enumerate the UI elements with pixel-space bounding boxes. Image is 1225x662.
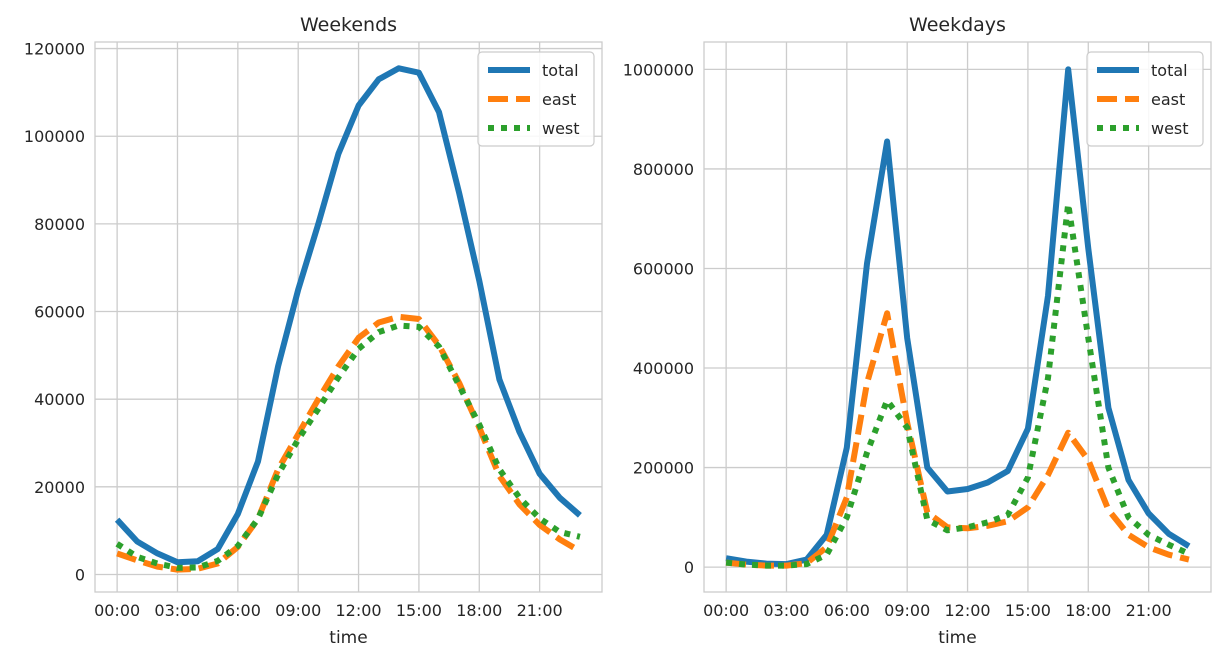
weekends-series-total-line — [114, 65, 582, 566]
weekdays-y-tick-label: 800000 — [633, 160, 694, 179]
weekends-legend-box — [477, 51, 595, 147]
weekends-series-east-line — [116, 313, 582, 573]
weekdays-series-east-line — [725, 310, 1190, 569]
weekdays-legend: total east west — [1086, 51, 1204, 147]
weekends-y-tick-label: 120000 — [24, 40, 85, 59]
weekdays-y-tick-label: 600000 — [633, 259, 694, 278]
weekends-legend-label-total: total — [542, 61, 579, 80]
weekdays-x-tick-label: 18:00 — [1065, 601, 1111, 620]
weekends-x-tick-label: 03:00 — [154, 601, 200, 620]
weekdays-chart-title: Weekdays — [909, 14, 1006, 36]
weekdays-x-axis-label: time — [938, 628, 976, 648]
weekends-x-tick-label: 21:00 — [517, 601, 563, 620]
weekends-axes-frame — [94, 41, 603, 593]
weekends-x-tick-label: 18:00 — [456, 601, 502, 620]
weekdays-x-tick-label: 00:00 — [703, 601, 749, 620]
weekends-legend: total east west — [477, 51, 595, 147]
weekdays-legend-label-west: west — [1151, 119, 1189, 138]
weekdays-y-tick-label: 1000000 — [623, 60, 694, 79]
weekdays-x-tick-label: 12:00 — [945, 601, 991, 620]
weekdays-y-tick-label: 200000 — [633, 459, 694, 478]
weekends-y-tick-label: 0 — [75, 565, 85, 584]
weekdays-x-tick-label: 03:00 — [763, 601, 809, 620]
weekends-y-tick-label: 20000 — [34, 478, 85, 497]
weekdays-y-tick-label: 400000 — [633, 359, 694, 378]
weekdays-x-tick-label: 09:00 — [884, 601, 930, 620]
weekends-panel: 00:00 03:00 06:00 09:00 12:00 15:00 18:00 21:00… — [24, 14, 603, 648]
weekends-legend-label-east: east — [542, 90, 576, 109]
weekdays-x-tick-label: 15:00 — [1005, 601, 1051, 620]
weekends-x-tick-label: 09:00 — [275, 601, 321, 620]
weekends-y-tick-label: 100000 — [24, 127, 85, 146]
weekdays-axes-frame — [703, 41, 1212, 593]
weekdays-series-total-line — [725, 66, 1191, 568]
weekends-x-tick-label: 12:00 — [336, 601, 382, 620]
weekends-y-tick-label: 80000 — [34, 215, 85, 234]
weekdays-series-west-line — [725, 200, 1191, 569]
weekends-x-tick-label: 00:00 — [94, 601, 140, 620]
weekends-x-tick-label: 15:00 — [396, 601, 442, 620]
weekdays-y-tick-label: 0 — [684, 558, 694, 577]
weekdays-legend-label-east: east — [1151, 90, 1185, 109]
weekdays-x-tick-label: 06:00 — [824, 601, 870, 620]
weekends-y-tick-label: 40000 — [34, 390, 85, 409]
weekdays-legend-label-total: total — [1151, 61, 1188, 80]
weekends-y-tick-label: 60000 — [34, 303, 85, 322]
weekends-x-axis-label: time — [329, 628, 367, 648]
weekends-series-west-line — [115, 322, 581, 571]
weekends-chart-title: Weekends — [300, 14, 397, 36]
weekdays-x-tick-label: 21:00 — [1126, 601, 1172, 620]
weekends-x-tick-label: 06:00 — [215, 601, 261, 620]
weekends-legend-label-west: west — [542, 119, 580, 138]
weekdays-legend-box — [1086, 51, 1204, 147]
weekdays-panel: 00:00 03:00 06:00 09:00 12:00 15:00 18:00 21:00… — [623, 14, 1212, 648]
